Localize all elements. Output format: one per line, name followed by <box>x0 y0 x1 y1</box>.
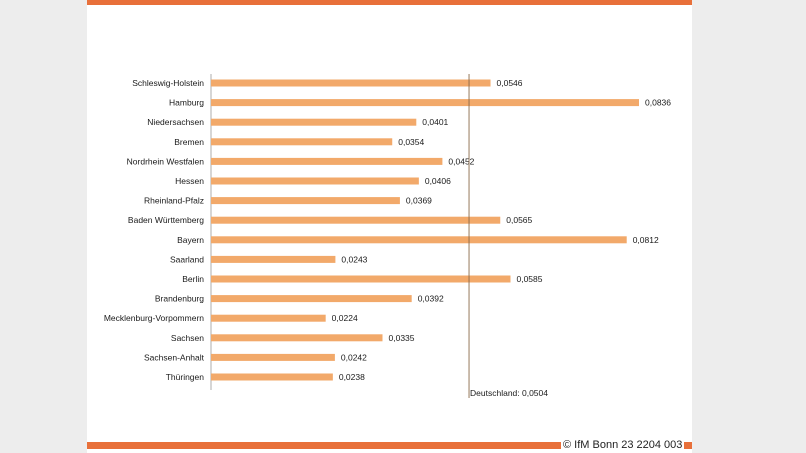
category-label: Hessen <box>175 176 204 186</box>
category-label: Niedersachsen <box>147 117 204 127</box>
reference-label: Deutschland: 0,0504 <box>470 388 548 398</box>
value-label: 0,0354 <box>398 137 424 147</box>
category-label: Bayern <box>177 235 204 245</box>
bar <box>211 275 511 283</box>
category-label: Bremen <box>174 137 204 147</box>
bar <box>211 138 393 146</box>
bar <box>211 118 417 126</box>
bar <box>211 373 333 381</box>
bar <box>211 295 412 303</box>
category-label: Saarland <box>170 254 204 264</box>
value-label: 0,0546 <box>497 78 523 88</box>
category-label: Brandenburg <box>155 294 204 304</box>
value-label: 0,0392 <box>418 294 444 304</box>
bar <box>211 177 419 185</box>
category-label: Berlin <box>182 274 204 284</box>
value-label: 0,0242 <box>341 352 367 362</box>
bottom-accent-bar <box>87 442 692 449</box>
value-label: 0,0565 <box>506 215 532 225</box>
value-label: 0,0406 <box>425 176 451 186</box>
bar <box>211 197 400 205</box>
top-accent-bar <box>87 0 692 5</box>
category-label: Schleswig-Holstein <box>132 78 204 88</box>
category-label: Thüringen <box>166 372 205 382</box>
category-label: Sachsen-Anhalt <box>144 352 205 362</box>
category-label: Hamburg <box>169 98 204 108</box>
value-label: 0,0238 <box>339 372 365 382</box>
value-label: 0,0335 <box>389 333 415 343</box>
bar <box>211 334 383 342</box>
category-label: Baden Württemberg <box>128 215 204 225</box>
bar <box>211 255 336 263</box>
value-label: 0,0452 <box>448 156 474 166</box>
value-label: 0,0585 <box>516 274 542 284</box>
copyright-notice: © IfM Bonn 23 2204 003 <box>561 438 685 452</box>
bar <box>211 157 443 165</box>
chart-plot-area: Schleswig-Holstein 0,0546 Hamburg 0,0836 Nie… <box>104 74 671 398</box>
category-label: Sachsen <box>171 333 204 343</box>
category-label: Rheinland-Pfalz <box>144 196 204 206</box>
value-label: 0,0243 <box>341 254 367 264</box>
value-label: 0,0812 <box>633 235 659 245</box>
value-label: 0,0836 <box>645 98 671 108</box>
bar <box>211 236 627 244</box>
bar <box>211 216 501 224</box>
slide-background <box>87 0 692 453</box>
bar <box>211 79 491 87</box>
value-label: 0,0369 <box>406 196 432 206</box>
value-label: 0,0401 <box>422 117 448 127</box>
category-label: Mecklenburg-Vorpommern <box>104 313 204 323</box>
value-label: 0,0224 <box>332 313 358 323</box>
bar <box>211 353 335 361</box>
bar <box>211 314 326 322</box>
bar <box>211 99 639 107</box>
category-label: Nordrhein Westfalen <box>127 156 205 166</box>
